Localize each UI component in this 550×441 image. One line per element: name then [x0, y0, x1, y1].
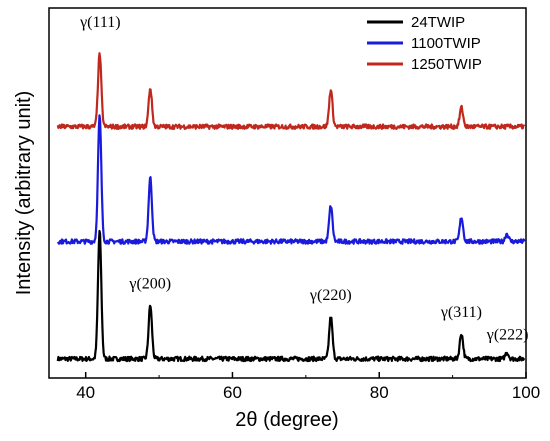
legend-label: 1100TWIP: [411, 35, 481, 52]
x-tick-label: 100: [512, 383, 540, 402]
peak-label: γ(111): [79, 14, 121, 31]
x-axis-title: 2θ (degree): [235, 409, 338, 431]
peak-label: γ(220): [309, 287, 352, 304]
legend-label: 1250TWIP: [411, 56, 482, 73]
series-lines: [56, 52, 526, 363]
x-tick-label: 40: [76, 383, 95, 402]
peak-annotations: γ(111) γ(200) γ(220) γ(311)γ(222): [79, 14, 528, 344]
peak-label: γ(311): [440, 304, 482, 321]
legend-label: 24TWIP: [411, 14, 465, 31]
x-tick-label: 60: [223, 383, 242, 402]
series-line-24TWIP: [56, 229, 526, 363]
y-axis-title: Intensity (arbitrary unit): [13, 91, 35, 296]
peak-label: γ(200): [128, 276, 171, 293]
x-tick-label: 80: [370, 383, 389, 402]
series-line-1250TWIP: [56, 52, 526, 130]
peak-label: γ(222): [486, 327, 529, 344]
series-line-1100TWIP: [56, 114, 526, 245]
plot-frame: [48, 7, 527, 379]
x-ticks: 40 60 80 100: [76, 372, 540, 402]
legend: 24TWIP 1100TWIP 1250TWIP: [367, 14, 482, 73]
